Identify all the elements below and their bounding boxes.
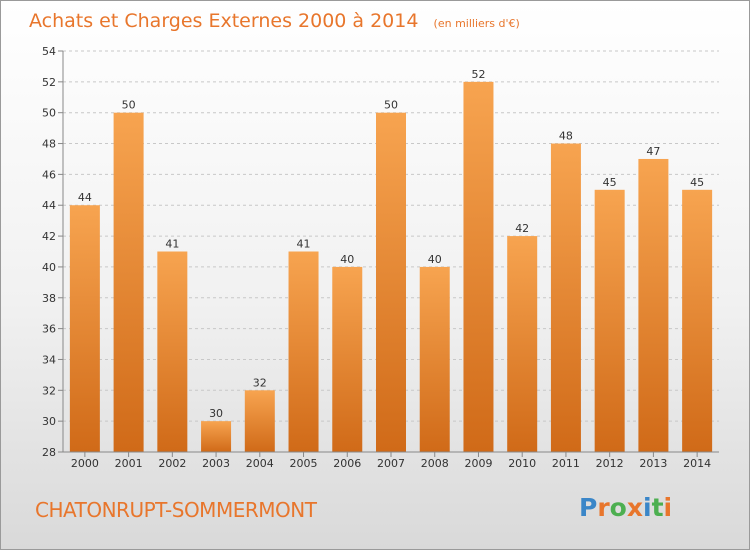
y-tick-label: 46 bbox=[42, 168, 56, 181]
x-tick-label-2005: 2005 bbox=[290, 457, 318, 470]
value-label-2003: 30 bbox=[209, 407, 223, 420]
x-tick-label-2006: 2006 bbox=[333, 457, 361, 470]
place-name: CHATONRUPT-SOMMERMONT bbox=[35, 498, 318, 522]
y-tick-label: 42 bbox=[42, 230, 56, 243]
bar-2009 bbox=[463, 81, 494, 452]
x-tick-label-2003: 2003 bbox=[202, 457, 230, 470]
value-label-2002: 41 bbox=[165, 238, 179, 251]
value-label-2004: 32 bbox=[253, 376, 267, 389]
x-tick-label-2000: 2000 bbox=[71, 457, 99, 470]
value-labels: 44 50 41 30 32 41 40 50 40 52 42 48 45 47 45 bbox=[78, 68, 704, 420]
y-tick-label: 36 bbox=[42, 323, 56, 336]
x-tick-label-2011: 2011 bbox=[552, 457, 580, 470]
y-tick-label: 48 bbox=[42, 138, 56, 151]
value-label-2007: 50 bbox=[384, 99, 398, 112]
bar-2001 bbox=[113, 112, 144, 452]
proxiti-logo: Proxiti bbox=[579, 493, 672, 522]
value-label-2014: 45 bbox=[690, 176, 704, 189]
x-tick-label-2010: 2010 bbox=[508, 457, 536, 470]
bar-2012 bbox=[594, 189, 625, 453]
value-label-2005: 41 bbox=[297, 238, 311, 251]
value-label-2011: 48 bbox=[559, 130, 573, 143]
bar-2002 bbox=[157, 251, 188, 452]
y-tick-label: 52 bbox=[42, 76, 56, 89]
bar-2013 bbox=[638, 158, 669, 452]
y-tick-label: 32 bbox=[42, 384, 56, 397]
x-tick-label-2012: 2012 bbox=[596, 457, 624, 470]
bar-2011 bbox=[550, 143, 581, 453]
chart-title-main: Achats et Charges Externes 2000 à 2014 bbox=[29, 10, 418, 32]
value-label-2013: 47 bbox=[646, 145, 660, 158]
y-tick-label: 30 bbox=[42, 415, 56, 428]
x-axis-ticks: 2000 2001 2002 2003 2004 2005 2006 2007 2008 2009… bbox=[71, 452, 711, 470]
value-label-2008: 40 bbox=[428, 253, 442, 266]
y-tick-label: 38 bbox=[42, 292, 56, 305]
y-tick-label: 40 bbox=[42, 261, 56, 274]
y-axis-ticks: 28 30 32 34 36 38 40 42 44 46 48 50 52 54 bbox=[42, 45, 63, 459]
bars bbox=[69, 81, 713, 453]
value-label-2006: 40 bbox=[340, 253, 354, 266]
x-tick-label-2007: 2007 bbox=[377, 457, 405, 470]
bar-2003 bbox=[201, 421, 232, 452]
x-tick-label-2009: 2009 bbox=[464, 457, 492, 470]
bar-2006 bbox=[332, 266, 363, 452]
bar-2014 bbox=[682, 189, 713, 453]
value-label-2010: 42 bbox=[515, 222, 529, 235]
y-tick-label: 44 bbox=[42, 199, 56, 212]
y-tick-label: 28 bbox=[42, 446, 56, 459]
x-tick-label-2002: 2002 bbox=[158, 457, 186, 470]
x-tick-label-2013: 2013 bbox=[639, 457, 667, 470]
bar-2007 bbox=[376, 112, 406, 452]
value-label-2009: 52 bbox=[471, 68, 485, 81]
bar-2008 bbox=[419, 266, 450, 452]
y-tick-label: 54 bbox=[42, 45, 56, 58]
bar-2005 bbox=[288, 251, 319, 452]
y-tick-label: 34 bbox=[42, 353, 56, 366]
x-tick-label-2001: 2001 bbox=[115, 457, 143, 470]
bar-2000 bbox=[69, 205, 100, 452]
x-tick-label-2008: 2008 bbox=[421, 457, 449, 470]
y-tick-label: 50 bbox=[42, 107, 56, 120]
value-label-2012: 45 bbox=[603, 176, 617, 189]
chart-title: Achats et Charges Externes 2000 à 2014 (… bbox=[29, 10, 520, 32]
bar-2004 bbox=[244, 390, 275, 452]
x-tick-label-2004: 2004 bbox=[246, 457, 274, 470]
value-label-2000: 44 bbox=[78, 191, 92, 204]
bar-2010 bbox=[507, 236, 538, 452]
chart-title-unit: (en milliers d'€) bbox=[434, 17, 520, 30]
value-label-2001: 50 bbox=[122, 99, 136, 112]
x-tick-label-2014: 2014 bbox=[683, 457, 711, 470]
